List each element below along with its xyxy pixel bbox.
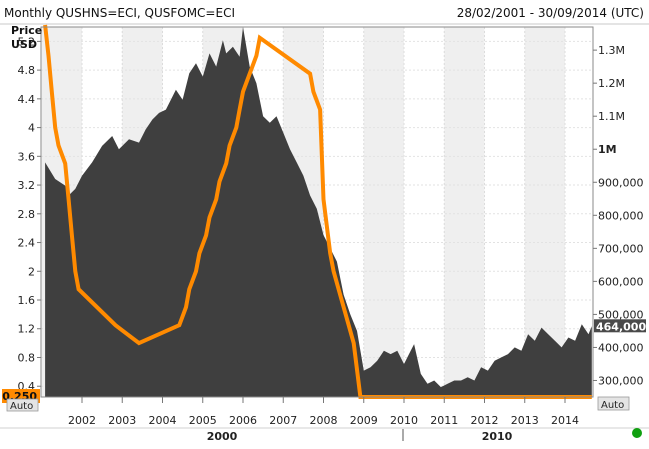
plot-frame: [40, 26, 594, 398]
left-tick-label: 2.4: [18, 237, 36, 250]
left-axis-label-price: Price: [11, 24, 42, 37]
right-value-badge-label: 464,000.0: [596, 320, 649, 333]
left-tick-label: 4: [28, 122, 35, 135]
left-tick-label: 2: [28, 265, 35, 278]
left-tick-label: 1.6: [18, 294, 36, 307]
left-tick-label: 1.2: [18, 323, 36, 336]
x-tick-label: 2003: [108, 414, 136, 427]
decade-label: 2000: [207, 430, 238, 443]
right-value-badge: [594, 319, 646, 333]
x-tick-label: 2005: [189, 414, 217, 427]
right-tick-label: 500,000: [598, 308, 644, 321]
left-axis-label-usd: USD: [11, 38, 37, 51]
year-band: [444, 27, 485, 397]
right-tick-label: 700,000: [598, 242, 644, 255]
left-tick-label: 5.2: [18, 35, 36, 48]
left-auto-button[interactable]: Auto: [6, 398, 39, 412]
x-tick-label: 2007: [269, 414, 297, 427]
right-auto-button[interactable]: Auto: [597, 396, 630, 411]
series-area: [45, 27, 592, 397]
decade-label: 2010: [482, 430, 513, 443]
x-tick-label: 2013: [511, 414, 539, 427]
x-tick-label: 2011: [430, 414, 458, 427]
left-tick-label: 2.8: [18, 208, 36, 221]
right-tick-label: 600,000: [598, 275, 644, 288]
right-tick-label: 900,000: [598, 176, 644, 189]
x-tick-label: 2008: [310, 414, 338, 427]
left-tick-label: 4.4: [18, 93, 36, 106]
left-auto-label: Auto: [10, 401, 33, 412]
year-band: [363, 27, 404, 397]
right-tick-label: 1.2M: [598, 77, 625, 90]
right-tick-label: 1.1M: [598, 110, 625, 123]
left-tick-label: 3.6: [18, 150, 36, 163]
x-tick-label: 2010: [390, 414, 418, 427]
x-tick-label: 2006: [229, 414, 257, 427]
right-tick-label: 400,000: [598, 341, 644, 354]
chart-title: Monthly QUSHNS=ECI, QUSFOMC=ECI: [4, 6, 235, 20]
right-tick-label: 800,000: [598, 209, 644, 222]
x-tick-label: 2004: [149, 414, 177, 427]
date-range: 28/02/2001 - 30/09/2014 (UTC): [457, 6, 644, 20]
x-tick-label: 2002: [68, 414, 96, 427]
x-tick-label: 2012: [471, 414, 499, 427]
right-tick-label: 1M: [598, 143, 617, 156]
series-line: [43, 24, 592, 399]
right-tick-label: 300,000: [598, 374, 644, 387]
x-tick-label: 2014: [551, 414, 579, 427]
x-tick-label: 2009: [350, 414, 378, 427]
left-tick-label: 0.8: [18, 351, 36, 364]
left-tick-label: 3.2: [18, 179, 36, 192]
status-indicator-icon: [632, 428, 642, 438]
right-auto-label: Auto: [601, 400, 624, 411]
left-tick-label: 4.8: [18, 64, 36, 77]
right-tick-label: 1.3M: [598, 44, 625, 57]
